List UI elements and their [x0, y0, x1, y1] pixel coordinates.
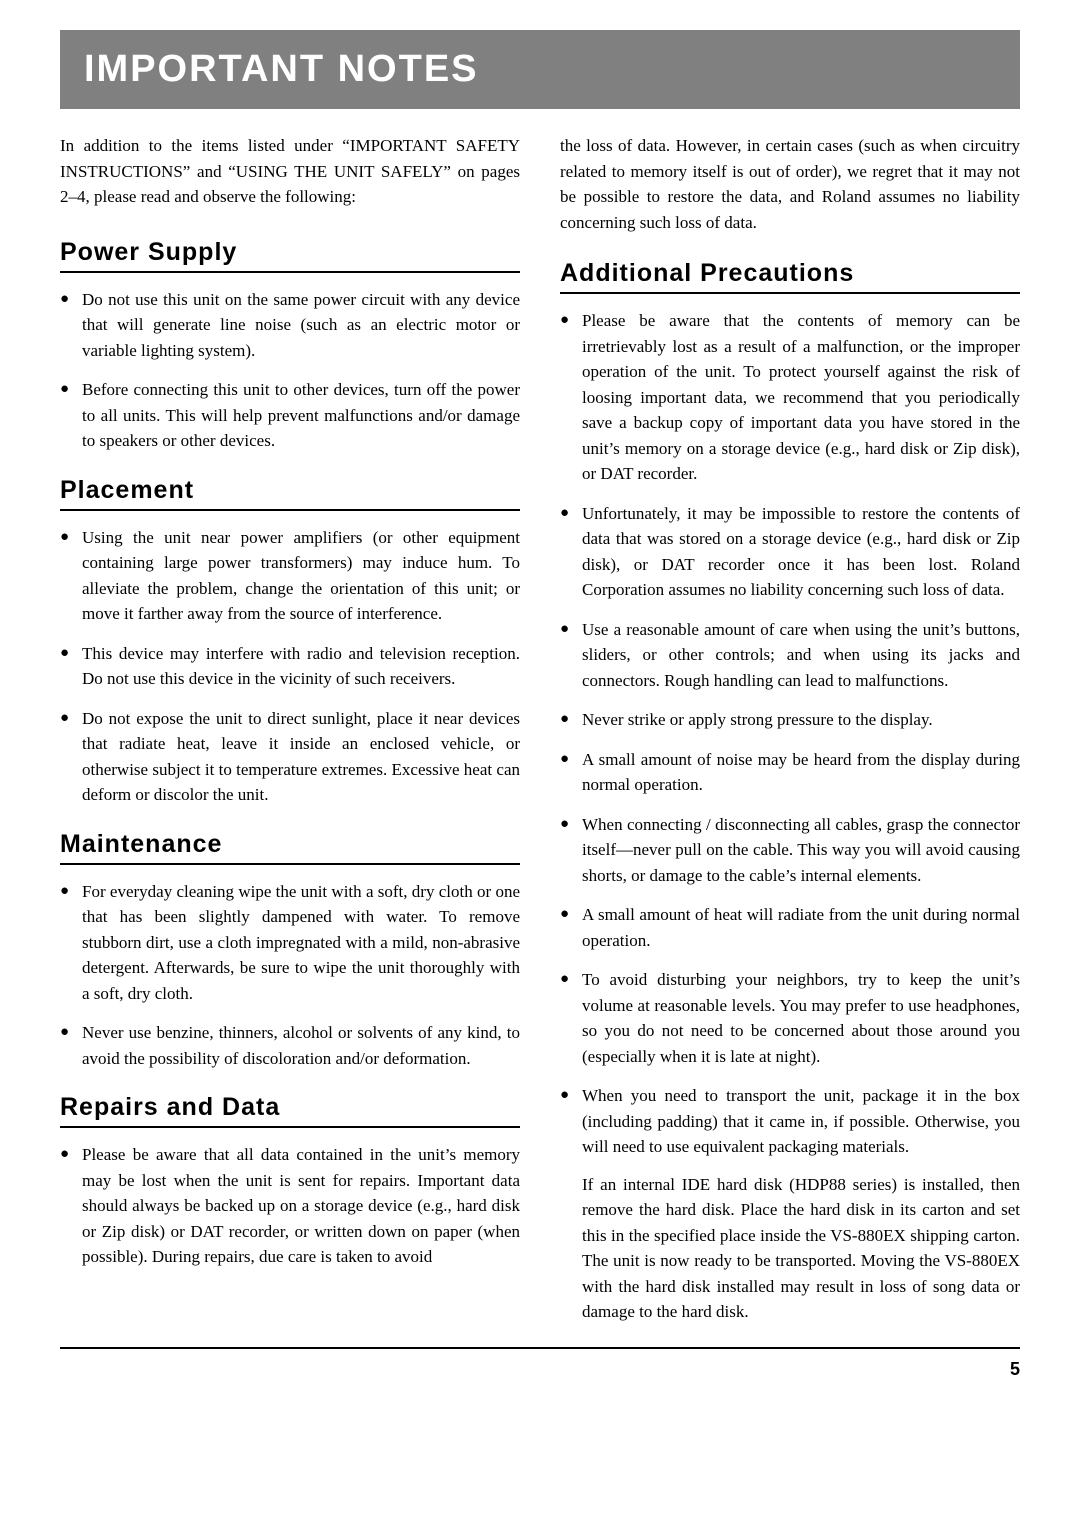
trailing-paragraph: If an internal IDE hard disk (HDP88 seri… [560, 1172, 1020, 1325]
list-item: A small amount of heat will radiate from… [560, 902, 1020, 953]
footer-rule [60, 1347, 1020, 1349]
list-item: Please be aware that the contents of mem… [560, 308, 1020, 487]
intro-paragraph: In addition to the items listed under “I… [60, 133, 520, 210]
list-item: Please be aware that all data contained … [60, 1142, 520, 1270]
bullet-list: Please be aware that all data contained … [60, 1142, 520, 1270]
left-column: In addition to the items listed under “I… [60, 133, 520, 1339]
bullet-list: Do not use this unit on the same power c… [60, 287, 520, 454]
page-title: IMPORTANT NOTES [84, 48, 996, 91]
list-item: Using the unit near power amplifiers (or… [60, 525, 520, 627]
list-item: Never use benzine, thinners, alcohol or … [60, 1020, 520, 1071]
page-number: 5 [60, 1359, 1020, 1380]
list-item: Before connecting this unit to other dev… [60, 377, 520, 454]
bullet-list: Please be aware that the contents of mem… [560, 308, 1020, 1160]
title-bar: IMPORTANT NOTES [60, 30, 1020, 109]
list-item: When connecting / disconnecting all cabl… [560, 812, 1020, 889]
list-item: Never strike or apply strong pressure to… [560, 707, 1020, 733]
list-item: This device may interfere with radio and… [60, 641, 520, 692]
list-item: Unfortunately, it may be impossible to r… [560, 501, 1020, 603]
section-heading-repairs-and-data: Repairs and Data [60, 1093, 520, 1128]
section-heading-placement: Placement [60, 476, 520, 511]
list-item: For everyday cleaning wipe the unit with… [60, 879, 520, 1007]
list-item: When you need to transport the unit, pac… [560, 1083, 1020, 1160]
list-item: Use a reasonable amount of care when usi… [560, 617, 1020, 694]
list-item: To avoid disturbing your neighbors, try … [560, 967, 1020, 1069]
list-item: A small amount of noise may be heard fro… [560, 747, 1020, 798]
continuation-paragraph: the loss of data. However, in certain ca… [560, 133, 1020, 235]
section-heading-additional-precautions: Additional Precautions [560, 259, 1020, 294]
list-item: Do not use this unit on the same power c… [60, 287, 520, 364]
right-column: the loss of data. However, in certain ca… [560, 133, 1020, 1339]
section-heading-power-supply: Power Supply [60, 238, 520, 273]
section-heading-maintenance: Maintenance [60, 830, 520, 865]
list-item: Do not expose the unit to direct sunligh… [60, 706, 520, 808]
bullet-list: For everyday cleaning wipe the unit with… [60, 879, 520, 1072]
content-columns: In addition to the items listed under “I… [60, 133, 1020, 1339]
bullet-list: Using the unit near power amplifiers (or… [60, 525, 520, 808]
